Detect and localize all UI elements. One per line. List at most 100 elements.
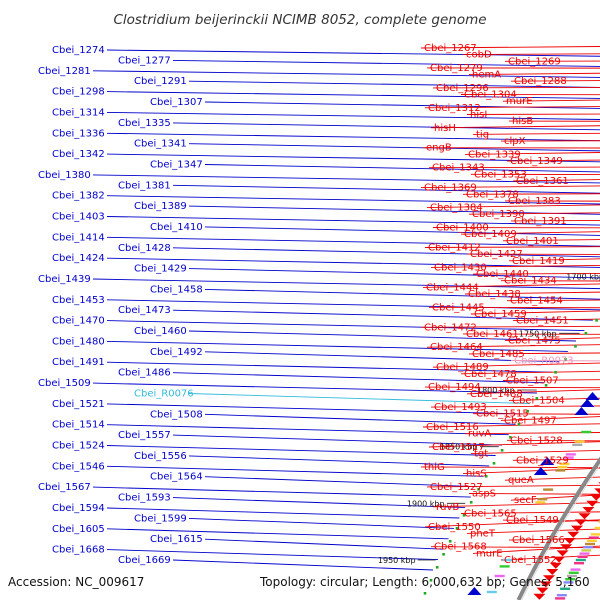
right-gene-label[interactable]: Cbei_1267: [424, 43, 477, 54]
right-gene-label[interactable]: Cbei_1353: [474, 169, 527, 180]
right-gene-label[interactable]: pheT: [470, 528, 496, 539]
right-gene-label[interactable]: Cbei_1489: [436, 362, 489, 373]
left-gene-label[interactable]: Cbei_1347: [150, 160, 203, 171]
left-gene-label[interactable]: Cbei_1492: [150, 347, 203, 358]
left-gene-label[interactable]: Cbei_1486: [118, 368, 171, 379]
left-gene-label[interactable]: Cbei_1593: [118, 493, 171, 504]
left-gene-label[interactable]: Cbei_1277: [118, 55, 171, 66]
left-gene-label[interactable]: Cbei_1428: [118, 243, 171, 254]
right-gene-label[interactable]: Cbei_1461: [466, 329, 519, 340]
right-gene-label[interactable]: Cbei_1343: [432, 163, 485, 174]
left-gene-label[interactable]: Cbei_1274: [52, 45, 105, 56]
right-gene-label[interactable]: Cbei_1440: [476, 269, 529, 280]
left-gene-label[interactable]: Cbei_1314: [52, 107, 105, 118]
left-gene-label[interactable]: Cbei_1382: [52, 191, 105, 202]
right-gene-label[interactable]: Cbei_1361: [516, 176, 569, 187]
right-gene-label[interactable]: Cbei_1494: [428, 382, 481, 393]
right-gene-label[interactable]: Cbei_1409: [464, 229, 517, 240]
right-gene-label[interactable]: Cbei_1451: [516, 316, 569, 327]
left-gene-label[interactable]: Cbei_1491: [52, 357, 105, 368]
left-gene-label[interactable]: Cbei_1307: [150, 97, 203, 108]
right-gene-label[interactable]: Cbei_1552: [504, 555, 557, 566]
right-gene-label[interactable]: hisH: [434, 123, 456, 134]
right-gene-label[interactable]: Cbei_1384: [430, 203, 483, 214]
left-gene-label[interactable]: Cbei_1508: [150, 409, 203, 420]
right-gene-label[interactable]: Cbei_1459: [474, 309, 527, 320]
right-gene-label[interactable]: Cbei_1434: [504, 276, 557, 287]
left-gene-label[interactable]: Cbei_1424: [52, 253, 105, 264]
right-gene-label[interactable]: Cbei_1427: [470, 249, 523, 260]
right-gene-label[interactable]: Cbei_1464: [430, 342, 483, 353]
left-gene-label[interactable]: Cbei_1557: [118, 430, 171, 441]
left-gene-label[interactable]: Cbei_1605: [52, 524, 105, 535]
right-gene-label[interactable]: hisS: [466, 469, 487, 480]
right-gene-label[interactable]: hemA: [472, 70, 501, 81]
right-gene-label[interactable]: Cbei_1445: [432, 302, 485, 313]
right-gene-label[interactable]: Cbei_1390: [472, 209, 525, 220]
right-gene-label[interactable]: queA: [508, 475, 534, 486]
right-gene-label[interactable]: Cbei_1515: [476, 409, 529, 420]
left-gene-label[interactable]: Cbei_1410: [150, 222, 203, 233]
left-gene-label[interactable]: Cbei_1594: [52, 503, 105, 514]
right-gene-label[interactable]: Cbei_1349: [510, 156, 563, 167]
right-gene-label[interactable]: hisI: [470, 110, 487, 121]
left-gene-label[interactable]: Cbei_1567: [38, 482, 91, 493]
right-gene-label[interactable]: Cbei_1504: [512, 395, 565, 406]
right-gene-label[interactable]: Cbei_1288: [514, 76, 567, 87]
right-gene-label[interactable]: Cbei_1296: [436, 83, 489, 94]
right-gene-label[interactable]: Cbei_1549: [506, 515, 559, 526]
right-gene-label[interactable]: secF: [514, 495, 537, 506]
right-gene-label[interactable]: Cbei_1438: [468, 289, 521, 300]
right-gene-label[interactable]: engB: [426, 143, 452, 154]
left-gene-label[interactable]: Cbei_1298: [52, 87, 105, 98]
right-gene-label[interactable]: Cbei_1369: [424, 183, 477, 194]
right-gene-label[interactable]: Cbei_1430: [434, 262, 487, 273]
left-gene-label[interactable]: Cbei_1291: [134, 76, 187, 87]
right-gene-label[interactable]: Cbei_1517: [432, 442, 485, 453]
right-gene-label[interactable]: Cbei_1312: [428, 103, 481, 114]
right-gene-label[interactable]: Cbei_1566: [512, 535, 565, 546]
left-gene-label[interactable]: Cbei_1460: [134, 326, 187, 337]
right-gene-label[interactable]: hisB: [512, 116, 533, 127]
left-gene-label[interactable]: Cbei_1381: [118, 180, 171, 191]
left-gene-label[interactable]: Cbei_1599: [134, 513, 187, 524]
left-gene-label[interactable]: Cbei_1473: [118, 305, 171, 316]
left-gene-label[interactable]: Cbei_1281: [38, 66, 91, 77]
left-gene-label[interactable]: Cbei_1470: [52, 316, 105, 327]
left-gene-label[interactable]: Cbei_1414: [52, 232, 105, 243]
left-gene-label[interactable]: Cbei_1521: [52, 399, 105, 410]
left-gene-label[interactable]: Cbei_1480: [52, 336, 105, 347]
left-gene-label[interactable]: Cbei_1556: [134, 451, 187, 462]
right-gene-label[interactable]: Cbei_1400: [436, 223, 489, 234]
left-gene-label[interactable]: Cbei_R0076: [134, 389, 194, 400]
right-gene-label[interactable]: Cbei_1339: [468, 149, 521, 160]
right-gene-label[interactable]: thiG: [424, 462, 445, 473]
right-gene-label[interactable]: Cbei_1475: [508, 336, 561, 347]
left-gene-label[interactable]: Cbei_1389: [134, 201, 187, 212]
right-gene-label[interactable]: Cbei_1304: [464, 90, 517, 101]
left-gene-label[interactable]: Cbei_1341: [134, 139, 187, 150]
right-gene-label[interactable]: Cbei_1497: [504, 415, 557, 426]
right-gene-label[interactable]: Cbei_1478: [464, 369, 517, 380]
right-gene-label[interactable]: Cbei_1401: [506, 236, 559, 247]
right-gene-label[interactable]: murE: [476, 548, 503, 559]
right-gene-label[interactable]: Cbei_1454: [510, 296, 563, 307]
left-gene-label[interactable]: Cbei_1615: [150, 534, 203, 545]
gene-labels[interactable]: Cbei_1274 Cbei_1277 Cbei_1281 Cbei_1291 Cbei…: [38, 43, 574, 566]
right-gene-label[interactable]: Cbei_1269: [508, 56, 561, 67]
left-gene-label[interactable]: Cbei_1514: [52, 420, 105, 431]
left-gene-label[interactable]: Cbei_1668: [52, 545, 105, 556]
right-gene-label[interactable]: Cbei_1528: [510, 435, 563, 446]
right-gene-label[interactable]: Cbei_1493: [434, 402, 487, 413]
right-gene-label[interactable]: Cbei_1472: [424, 322, 477, 333]
right-gene-label[interactable]: murE: [506, 96, 533, 107]
right-gene-label[interactable]: Cbei_1419: [512, 256, 565, 267]
left-gene-label[interactable]: Cbei_1403: [52, 212, 105, 223]
left-gene-label[interactable]: Cbei_1380: [38, 170, 91, 181]
right-gene-label[interactable]: ruvA: [468, 429, 491, 440]
left-gene-label[interactable]: Cbei_1509: [38, 378, 91, 389]
right-gene-label[interactable]: Cbei_1412: [428, 243, 481, 254]
left-gene-label[interactable]: Cbei_1429: [134, 264, 187, 275]
left-gene-label[interactable]: Cbei_1458: [150, 284, 203, 295]
right-gene-label[interactable]: ruvB: [436, 502, 459, 513]
